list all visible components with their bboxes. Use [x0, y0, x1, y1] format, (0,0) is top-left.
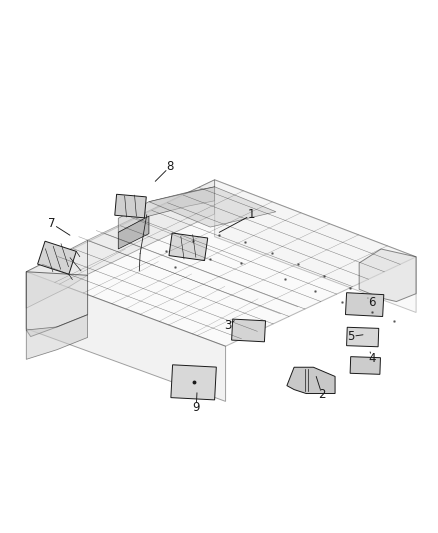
Text: 8: 8: [166, 160, 173, 173]
Polygon shape: [26, 272, 88, 336]
Polygon shape: [118, 216, 149, 249]
Text: 3: 3: [224, 319, 231, 332]
Polygon shape: [38, 241, 76, 274]
Polygon shape: [26, 314, 88, 359]
Polygon shape: [346, 293, 384, 317]
Polygon shape: [26, 240, 88, 308]
Polygon shape: [346, 327, 379, 347]
Polygon shape: [171, 365, 216, 400]
Polygon shape: [115, 195, 146, 218]
Polygon shape: [118, 187, 215, 232]
Text: 5: 5: [347, 330, 354, 343]
Polygon shape: [26, 272, 226, 401]
Polygon shape: [350, 357, 381, 374]
Polygon shape: [88, 180, 215, 274]
Text: 2: 2: [318, 388, 326, 401]
Polygon shape: [287, 367, 335, 393]
Polygon shape: [359, 249, 416, 302]
Polygon shape: [169, 233, 208, 261]
Polygon shape: [149, 187, 276, 227]
Text: 9: 9: [192, 401, 200, 414]
Text: 4: 4: [368, 352, 376, 365]
Polygon shape: [26, 180, 416, 346]
Text: 1: 1: [248, 208, 256, 221]
Text: 6: 6: [367, 296, 375, 309]
Polygon shape: [232, 319, 265, 342]
Polygon shape: [215, 180, 416, 312]
Text: 7: 7: [48, 217, 56, 230]
